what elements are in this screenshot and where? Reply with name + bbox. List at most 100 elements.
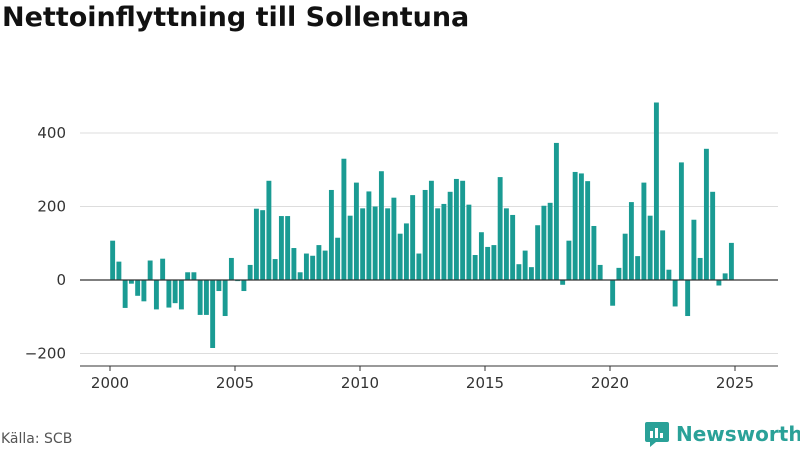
bar [672, 280, 678, 307]
bar [685, 280, 691, 317]
bar [297, 272, 303, 280]
bars [110, 102, 734, 348]
bar [722, 273, 728, 280]
bar [460, 180, 466, 280]
newsworthy-logo-icon [645, 422, 669, 447]
bar [222, 280, 228, 317]
bar [391, 197, 397, 280]
bar [422, 189, 428, 280]
bar [266, 180, 272, 280]
bar [122, 280, 128, 308]
y-tick-label: 200 [37, 198, 66, 216]
bar [316, 245, 322, 280]
bar [128, 280, 134, 284]
bar [447, 191, 453, 280]
bar [622, 233, 628, 280]
bar [253, 208, 259, 280]
bar [360, 208, 366, 280]
bar [416, 253, 422, 280]
bar [291, 248, 297, 280]
bar [585, 181, 591, 280]
bar [410, 195, 416, 280]
chart-title: Nettoinflyttning till Sollentuna [2, 2, 470, 33]
bar [441, 203, 447, 280]
bar [578, 173, 584, 281]
bar [522, 250, 528, 280]
y-tick-label: −200 [25, 345, 66, 363]
bar [141, 280, 147, 302]
bar [541, 205, 547, 280]
bar [366, 191, 372, 280]
bar [172, 280, 178, 304]
bar [728, 242, 734, 280]
bar [485, 246, 491, 281]
bar [472, 255, 478, 280]
bar [328, 189, 334, 280]
bar [572, 171, 578, 280]
x-tick-label: 2000 [91, 374, 129, 392]
bar [303, 253, 309, 280]
bar [241, 280, 247, 292]
bar [341, 158, 347, 280]
bar [160, 258, 166, 281]
source-note: Källa: SCB [1, 431, 73, 447]
x-tick-label: 2025 [716, 374, 754, 392]
x-axis-labels: 2000 2005 2010 2015 2020 2025 [91, 374, 754, 392]
bar [378, 171, 384, 280]
bar [335, 237, 341, 280]
bar [178, 280, 184, 310]
brand-name: Newsworthy [676, 422, 800, 446]
bar [135, 280, 141, 296]
bar [566, 240, 572, 280]
bar [516, 264, 522, 280]
x-tick-label: 2010 [341, 374, 379, 392]
bar [166, 280, 172, 308]
x-tick-label: 2005 [216, 374, 254, 392]
bar [228, 257, 234, 280]
axes [80, 279, 778, 371]
bar [110, 240, 116, 280]
bar [310, 255, 316, 280]
bar [210, 280, 216, 348]
bar [597, 264, 603, 280]
y-tick-label: 400 [37, 124, 66, 142]
bar [397, 233, 403, 280]
bar [191, 272, 197, 280]
bar [285, 216, 291, 281]
bar [116, 261, 122, 281]
bar [510, 214, 516, 280]
bar [716, 280, 722, 286]
x-tick-label: 2015 [466, 374, 504, 392]
bar [616, 267, 622, 280]
bar [497, 177, 503, 280]
y-tick-label: 0 [56, 271, 66, 289]
bar [547, 202, 553, 280]
bar [322, 250, 328, 280]
bar [491, 245, 497, 280]
bar [466, 204, 472, 280]
bar [503, 208, 509, 280]
bar [403, 223, 409, 280]
bar [553, 142, 559, 280]
bar [660, 230, 666, 280]
bar [272, 259, 278, 280]
bar [628, 202, 634, 280]
bar [691, 219, 697, 280]
bar [641, 182, 647, 280]
bar [247, 264, 253, 280]
bar [278, 216, 284, 281]
bar [153, 280, 159, 310]
bar [203, 280, 209, 315]
bar [260, 210, 266, 281]
bar [185, 272, 191, 280]
bar [528, 267, 534, 280]
bar [635, 256, 641, 280]
bar [478, 232, 484, 280]
y-axis-labels: −200 0 200 400 [25, 124, 66, 363]
x-tick-label: 2020 [591, 374, 629, 392]
bar [216, 280, 222, 292]
bar [710, 191, 716, 280]
bar [647, 215, 653, 280]
bar [535, 225, 541, 280]
bar [385, 208, 391, 280]
